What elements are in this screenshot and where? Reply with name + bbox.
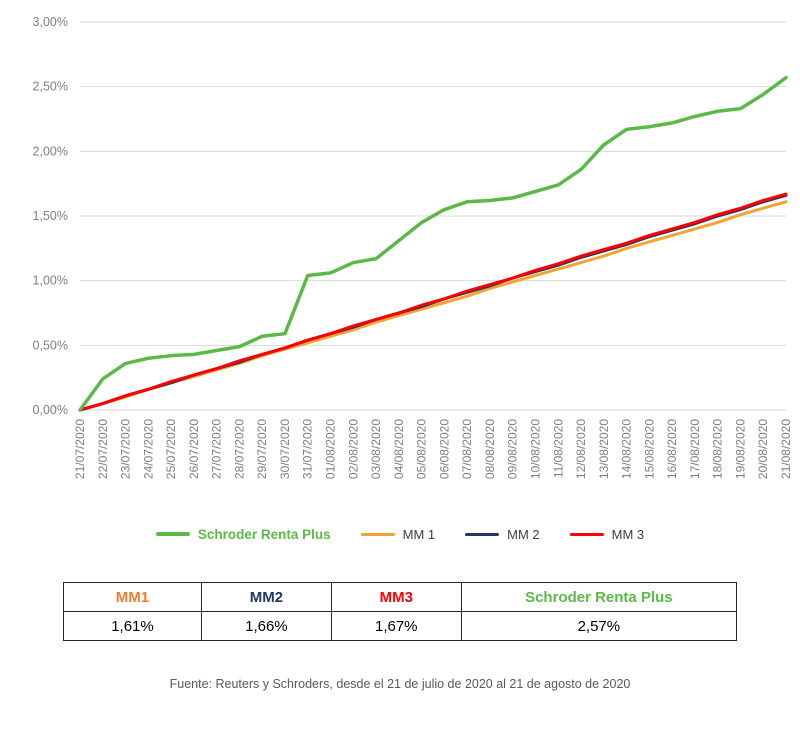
x-axis-label: 04/08/2020 [392,419,406,479]
summary-value-mm2: 1,66% [200,611,332,641]
x-axis-label: 16/08/2020 [665,419,679,479]
performance-line-chart: 0,00% 0,50% 1,00% 1,50% 2,00% 2,50% 3,00% 21/07… [33,15,793,479]
x-axis-label: 20/08/2020 [756,419,770,479]
x-axis-label: 02/08/2020 [346,419,360,479]
summary-value-schroder: 2,57% [460,611,738,641]
series-line-mm-3 [78,192,788,412]
legend-line-swatch-mm2 [465,532,500,536]
y-axis-label: 2,00% [33,144,68,158]
x-axis-label: 30/07/2020 [278,419,292,479]
legend-line-swatch-schroder [155,532,190,536]
x-axis-label: 10/08/2020 [528,419,542,479]
legend-item-mm3: MM 3 [569,526,645,542]
legend-label-mm2: MM 2 [507,526,540,542]
x-axis-label: 14/08/2020 [620,419,634,479]
legend-line-swatch-mm1 [360,532,395,536]
x-axis-label: 31/07/2020 [301,419,315,479]
legend-item-schroder-renta-plus: Schroder Renta Plus [155,526,331,542]
x-axis-label: 18/08/2020 [711,419,725,479]
y-axis-label: 0,50% [33,338,68,352]
legend-label-mm3: MM 3 [611,526,645,542]
x-axis-label: 26/07/2020 [187,419,201,479]
summary-values-row: 1,61% 1,66% 1,67% 2,57% [63,611,738,641]
x-axis-label: 25/07/2020 [164,419,178,479]
x-axis-label: 19/08/2020 [733,419,747,479]
summary-header-mm1: MM1 [63,582,202,612]
x-axis-label: 05/08/2020 [415,419,429,479]
x-axis-label: 28/07/2020 [232,419,246,479]
summary-header-row: MM1 MM2 MM3 Schroder Renta Plus [63,582,738,612]
y-axis-label: 0,00% [33,403,68,417]
x-axis-label: 08/08/2020 [483,419,497,479]
x-axis-label: 24/07/2020 [141,419,155,479]
x-axis-label: 29/07/2020 [255,419,269,479]
x-axis-label: 12/08/2020 [574,419,588,479]
summary-header-schroder: Schroder Renta Plus [460,582,738,612]
x-axis-label: 07/08/2020 [460,419,474,479]
returns-summary-table-wrap: MM1 MM2 MM3 Schroder Renta Plus 1,61% 1,… [63,582,738,641]
y-axis-label: 2,50% [33,80,68,94]
summary-value-mm1: 1,61% [63,611,202,641]
y-axis-label: 1,50% [33,209,68,223]
series-line-schroder-renta-plus [78,75,788,412]
y-axis-label: 1,00% [33,274,68,288]
y-axis-label: 3,00% [33,15,68,29]
legend-label-schroder: Schroder Renta Plus [197,526,331,542]
summary-header-mm3: MM3 [330,582,462,612]
chart-legend: Schroder Renta Plus MM 1 MM 2 MM 3 [0,522,800,546]
summary-header-mm2: MM2 [200,582,332,612]
legend-label-mm1: MM 1 [402,526,436,542]
x-axis-label: 03/08/2020 [369,419,383,479]
x-axis-label: 27/07/2020 [210,419,224,479]
x-axis-label: 22/07/2020 [96,419,110,479]
x-axis-label: 06/08/2020 [437,419,451,479]
x-axis-label: 13/08/2020 [597,419,611,479]
x-axis-label: 21/07/2020 [73,419,87,479]
x-axis-label: 01/08/2020 [324,419,338,479]
x-axis-label: 15/08/2020 [642,419,656,479]
legend-item-mm1: MM 1 [360,526,436,542]
x-axis-label: 09/08/2020 [506,419,520,479]
report-page: 0,00% 0,50% 1,00% 1,50% 2,00% 2,50% 3,00% 21/07… [0,6,800,691]
source-note: Fuente: Reuters y Schroders, desde el 21… [169,677,631,691]
returns-summary-table: MM1 MM2 MM3 Schroder Renta Plus 1,61% 1,… [63,582,738,641]
x-axis-label: 21/08/2020 [779,419,793,479]
x-axis-label: 11/08/2020 [551,419,565,478]
x-axis-label: 23/07/2020 [119,419,133,479]
x-axis-label: 17/08/2020 [688,419,702,479]
legend-item-mm2: MM 2 [465,527,540,542]
summary-value-mm3: 1,67% [330,611,462,641]
performance-chart: 0,00% 0,50% 1,00% 1,50% 2,00% 2,50% 3,00% 21/07… [0,6,800,514]
legend-line-swatch-mm3 [569,532,604,536]
